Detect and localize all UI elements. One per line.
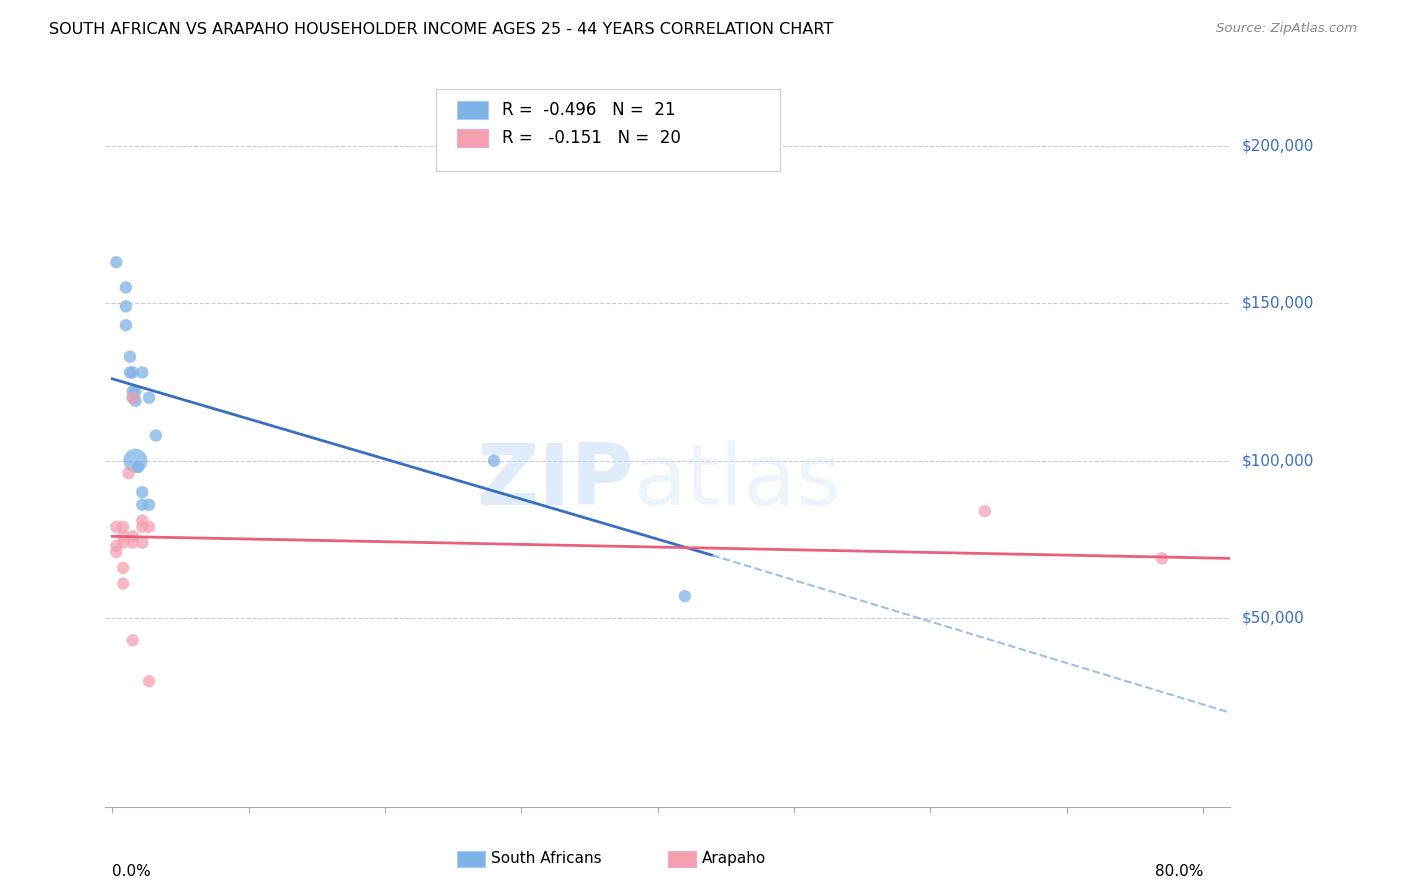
- Text: atlas: atlas: [634, 440, 842, 523]
- Point: [112, 561, 135, 575]
- Text: SOUTH AFRICAN VS ARAPAHO HOUSEHOLDER INCOME AGES 25 - 44 YEARS CORRELATION CHART: SOUTH AFRICAN VS ARAPAHO HOUSEHOLDER INC…: [49, 22, 834, 37]
- Text: 80.0%: 80.0%: [1154, 864, 1204, 879]
- Point: [131, 485, 153, 500]
- Point: [138, 498, 160, 512]
- Point: [145, 428, 167, 442]
- Point: [138, 520, 160, 534]
- Point: [121, 529, 143, 543]
- Point: [118, 350, 141, 364]
- Text: $50,000: $50,000: [1241, 611, 1305, 625]
- Point: [117, 467, 139, 481]
- Point: [121, 384, 143, 399]
- Text: ZIP: ZIP: [477, 440, 634, 523]
- Point: [131, 498, 153, 512]
- Point: [112, 520, 135, 534]
- Point: [138, 674, 160, 689]
- Point: [105, 539, 128, 553]
- Point: [131, 535, 153, 549]
- Point: [112, 529, 135, 543]
- Point: [105, 545, 128, 559]
- Point: [1152, 551, 1174, 566]
- Point: [121, 391, 143, 405]
- Point: [118, 366, 141, 380]
- Point: [112, 535, 135, 549]
- Point: [121, 391, 143, 405]
- Point: [115, 318, 138, 333]
- Point: [121, 633, 143, 648]
- Point: [131, 520, 153, 534]
- Point: [121, 535, 143, 549]
- Point: [124, 393, 146, 408]
- Point: [115, 299, 138, 313]
- Text: R =   -0.151   N =  20: R = -0.151 N = 20: [502, 129, 681, 147]
- Text: $150,000: $150,000: [1241, 295, 1313, 310]
- Point: [124, 453, 146, 467]
- Point: [673, 589, 696, 603]
- Text: $100,000: $100,000: [1241, 453, 1313, 468]
- Text: Source: ZipAtlas.com: Source: ZipAtlas.com: [1216, 22, 1357, 36]
- Text: South Africans: South Africans: [491, 851, 602, 865]
- Point: [138, 391, 160, 405]
- Point: [973, 504, 995, 518]
- Point: [105, 520, 128, 534]
- Text: 0.0%: 0.0%: [112, 864, 150, 879]
- Point: [482, 453, 505, 467]
- Point: [115, 280, 138, 294]
- Text: $200,000: $200,000: [1241, 138, 1313, 153]
- Point: [121, 366, 143, 380]
- Point: [131, 366, 153, 380]
- Text: Arapaho: Arapaho: [702, 851, 766, 865]
- Text: R =  -0.496   N =  21: R = -0.496 N = 21: [502, 101, 675, 119]
- Point: [112, 576, 135, 591]
- Point: [105, 255, 128, 269]
- Point: [131, 514, 153, 528]
- Point: [124, 384, 146, 399]
- Point: [127, 460, 149, 475]
